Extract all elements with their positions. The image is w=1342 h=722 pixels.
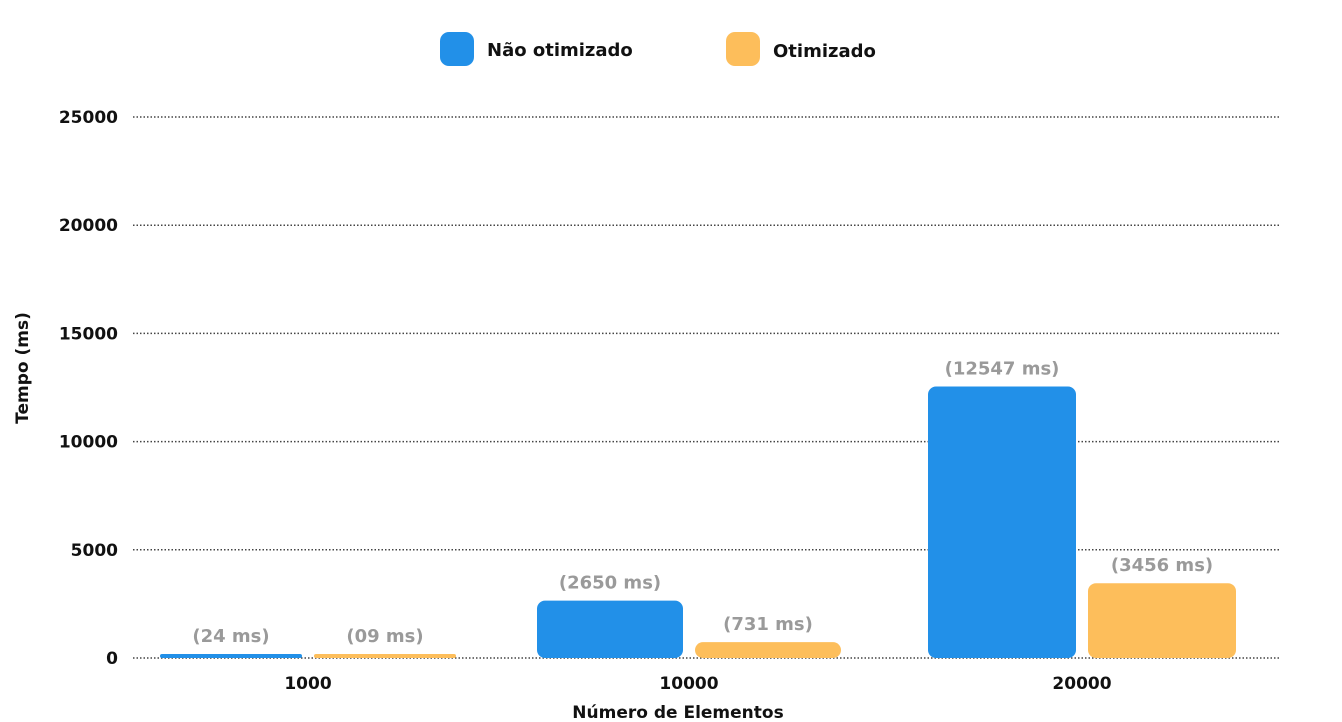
data-label-nao-otimizado-20000: (12547 ms) xyxy=(945,358,1060,379)
legend-swatch-otimizado xyxy=(726,32,760,66)
data-label-nao-otimizado-10000: (2650 ms) xyxy=(559,573,661,594)
y-tick-label-10000: 10000 xyxy=(59,433,118,453)
bar-nao-otimizado-1000 xyxy=(160,654,302,658)
bar-nao-otimizado-10000 xyxy=(537,600,683,658)
gridlines xyxy=(133,116,1280,659)
y-axis-title: Tempo (ms) xyxy=(13,312,33,424)
legend-label-nao-otimizado: Não otimizado xyxy=(487,40,633,61)
y-tick-label-25000: 25000 xyxy=(59,108,118,128)
y-tick-label-20000: 20000 xyxy=(59,216,118,236)
y-axis-ticks: 0 5000 10000 15000 20000 25000 xyxy=(59,108,118,669)
bar-otimizado-1000 xyxy=(314,654,456,658)
data-label-otimizado-20000: (3456 ms) xyxy=(1111,555,1213,576)
x-axis-ticks: 1000 10000 20000 xyxy=(284,674,1111,694)
data-label-nao-otimizado-1000: (24 ms) xyxy=(192,626,269,647)
y-tick-label-0: 0 xyxy=(106,649,118,669)
legend: Não otimizado Otimizado xyxy=(440,32,876,66)
x-tick-label-10000: 10000 xyxy=(659,674,718,694)
data-label-otimizado-10000: (731 ms) xyxy=(723,614,813,635)
legend-item-nao-otimizado: Não otimizado xyxy=(440,32,633,66)
data-label-otimizado-1000: (09 ms) xyxy=(346,626,423,647)
y-tick-label-5000: 5000 xyxy=(71,541,118,561)
y-tick-label-15000: 15000 xyxy=(59,324,118,344)
legend-swatch-nao-otimizado xyxy=(440,32,474,66)
bar-otimizado-20000 xyxy=(1088,583,1236,658)
data-labels: (24 ms) (09 ms) (2650 ms) (731 ms) (12547 ms… xyxy=(192,358,1213,647)
x-axis-title: Número de Elementos xyxy=(572,703,783,722)
bar-otimizado-10000 xyxy=(695,642,841,658)
x-tick-label-1000: 1000 xyxy=(284,674,331,694)
x-tick-label-20000: 20000 xyxy=(1052,674,1111,694)
bar-nao-otimizado-20000 xyxy=(928,386,1076,658)
legend-label-otimizado: Otimizado xyxy=(773,41,876,62)
bars xyxy=(160,386,1236,658)
legend-item-otimizado: Otimizado xyxy=(726,32,876,66)
